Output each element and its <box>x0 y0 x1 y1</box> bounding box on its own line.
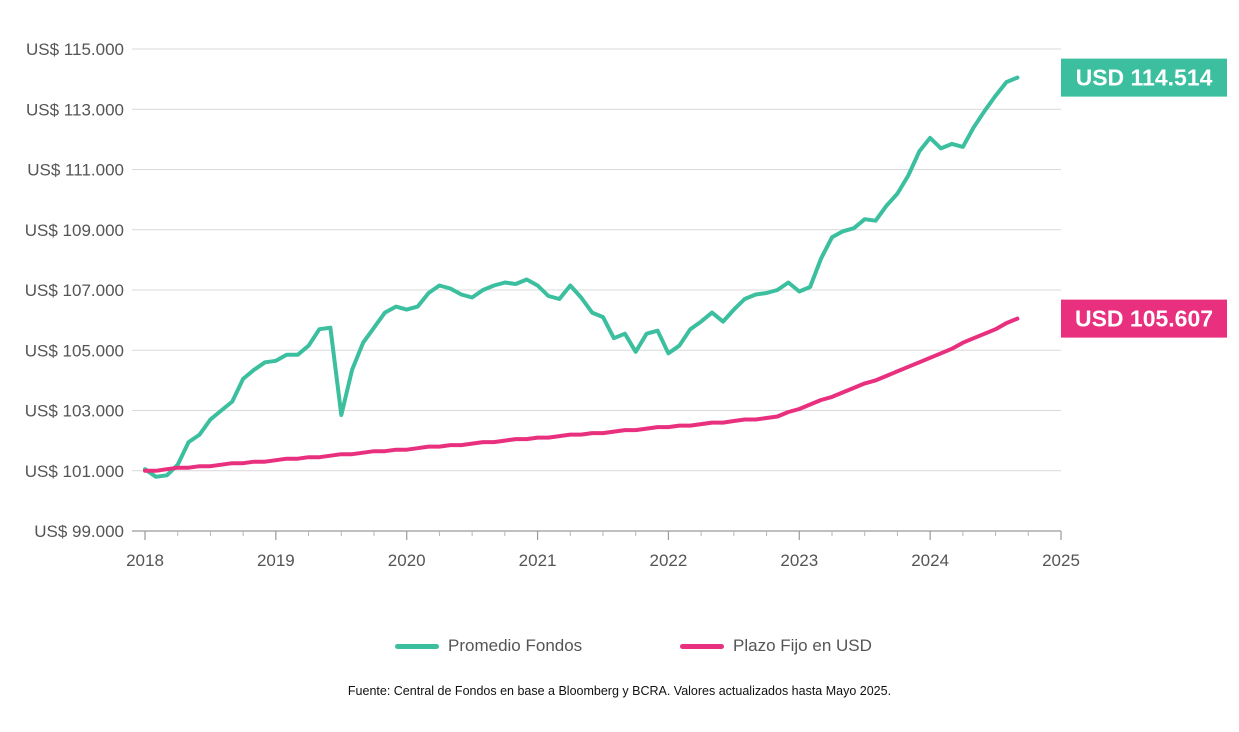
y-tick-label: US$ 115.000 <box>26 40 124 59</box>
y-tick-label: US$ 105.000 <box>25 341 124 360</box>
y-tick-label: US$ 113.000 <box>26 100 124 119</box>
series-lines <box>143 75 1020 479</box>
legend-swatch-plazo-fijo <box>680 643 724 649</box>
x-tick-label: 2020 <box>388 551 426 570</box>
x-tick-label: 2021 <box>519 551 557 570</box>
y-tick-label: US$ 101.000 <box>25 462 124 481</box>
end-label-value: USD 114.514 <box>1076 65 1213 91</box>
y-tick-label: US$ 109.000 <box>25 221 124 240</box>
series-line-plazo-fijo-en-usd <box>143 316 1020 473</box>
series-line-promedio-fondos <box>143 75 1020 479</box>
x-tick-label: 2025 <box>1042 551 1080 570</box>
legend-label-plazo-fijo: Plazo Fijo en USD <box>733 636 872 655</box>
legend: Promedio Fondos Plazo Fijo en USD <box>0 632 1239 660</box>
end-label-box <box>1061 299 1227 338</box>
end-label-promedio-fondos: USD 114.514 <box>1061 58 1227 97</box>
x-axis-tick-labels: 2018 2019 2020 2021 2022 2023 2024 2025 <box>126 551 1080 570</box>
x-tick-label: 2024 <box>911 551 949 570</box>
source-note: Fuente: Central de Fondos en base a Bloo… <box>347 684 892 698</box>
x-tick-label: 2022 <box>650 551 688 570</box>
legend-item-promedio-fondos: Promedio Fondos <box>395 632 582 660</box>
grid-lines <box>132 48 1061 472</box>
axes <box>132 530 1062 540</box>
end-label-box <box>1061 58 1227 97</box>
end-label-value: USD 105.607 <box>1075 306 1213 332</box>
x-tick-label: 2018 <box>126 551 164 570</box>
legend-label-promedio-fondos: Promedio Fondos <box>448 636 583 655</box>
x-tick-label: 2019 <box>257 551 295 570</box>
x-tick-label: 2023 <box>780 551 818 570</box>
y-tick-label: US$ 111.000 <box>27 161 124 180</box>
legend-item-plazo-fijo: Plazo Fijo en USD <box>680 632 872 660</box>
y-tick-label: US$ 103.000 <box>25 402 124 421</box>
end-value-labels: USD 114.514 USD 105.607 <box>1061 58 1227 338</box>
legend-swatch-promedio-fondos <box>395 643 439 649</box>
y-tick-label: US$ 99.000 <box>34 522 124 541</box>
y-axis-tick-labels: US$ 99.000 US$ 101.000 US$ 103.000 US$ 105.… <box>25 40 124 541</box>
y-tick-label: US$ 107.000 <box>25 281 124 300</box>
end-label-plazo-fijo-en-usd: USD 105.607 <box>1061 299 1227 338</box>
